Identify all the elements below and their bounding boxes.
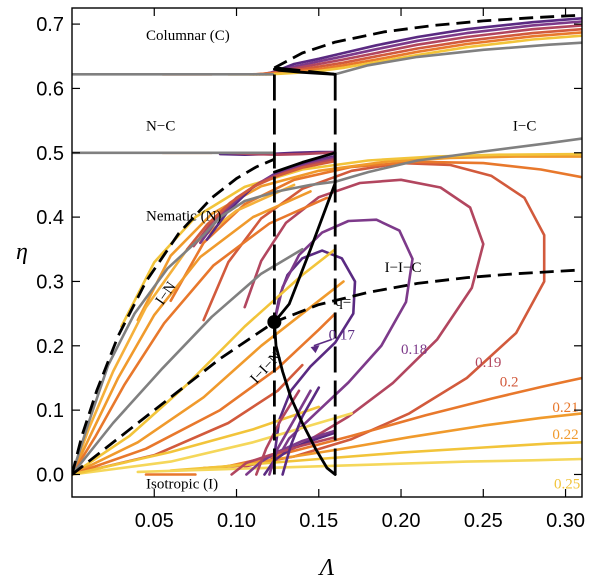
tick-layer: 0.05 0.10 0.15 0.20 0.25 0.30 0.0 0.1 0.2 0.3 0.4 0… [36, 8, 585, 532]
series-layer [72, 13, 582, 476]
q-header: q= [335, 294, 351, 310]
y-tick-label-1: 0.1 [36, 400, 64, 422]
series-line-26 [185, 159, 337, 251]
region-label-4: I−I−C [385, 260, 422, 276]
series-line-45 [333, 137, 582, 183]
series-line-52 [273, 151, 337, 174]
series-line-3 [202, 161, 546, 470]
q-label-2: 0.19 [475, 355, 501, 371]
series-line-11 [72, 183, 296, 476]
x-tick-label-0: 0.05 [135, 510, 174, 532]
y-axis-title: η [16, 239, 28, 265]
triple-point-marker [267, 314, 282, 329]
series-line-10 [136, 457, 582, 474]
y-tick-label-4: 0.4 [36, 207, 64, 229]
series-line-43 [333, 41, 582, 76]
plot-frame [71, 7, 583, 498]
y-tick-label-6: 0.6 [36, 78, 64, 100]
series-line-7 [218, 376, 582, 470]
series-line-55 [72, 268, 582, 476]
y-tick-label-7: 0.7 [36, 14, 64, 36]
q-arrow-line [313, 338, 333, 347]
series-line-16 [72, 312, 337, 476]
y-tick-label-5: 0.5 [36, 143, 64, 165]
series-line-58 [274, 66, 336, 76]
series-line-14 [72, 248, 337, 476]
q-label-4: 0.21 [552, 400, 578, 416]
region-label-1: N−C [146, 118, 175, 134]
q-label-3: 0.2 [500, 374, 519, 390]
series-line-32 [248, 34, 582, 76]
series-line-46 [202, 180, 337, 237]
y-tick-label-2: 0.2 [36, 336, 64, 358]
region-label-0: Columnar (C) [146, 28, 230, 44]
q-label-0: 0.17 [329, 327, 356, 343]
series-line-50 [273, 320, 337, 476]
series-line-27 [264, 17, 582, 76]
x-tick-label-2: 0.15 [299, 510, 338, 532]
y-tick-label-0: 0.0 [36, 464, 64, 486]
x-tick-label-1: 0.10 [217, 510, 256, 532]
series-line-53 [72, 157, 275, 475]
series-line-40 [281, 386, 321, 476]
region-label-2: I−C [513, 118, 536, 134]
series-line-9 [169, 441, 582, 472]
series-line-13 [72, 196, 329, 476]
q-arrow-head [310, 345, 320, 354]
series-line-54 [273, 13, 582, 70]
series-line-49 [273, 151, 337, 324]
x-axis-title: Λ [318, 555, 335, 579]
region-label-3: Nematic (N) [146, 208, 221, 224]
x-tick-label-5: 0.30 [546, 510, 585, 532]
region-label-5: Isotropic (I) [146, 477, 218, 493]
series-line-18 [72, 412, 353, 476]
annotation-layer: Columnar (C) N−C I−C Nematic (N) I−I−C Isotro… [146, 28, 580, 492]
series-line-12 [72, 190, 312, 476]
series-line-5 [136, 155, 582, 322]
series-line-47 [72, 233, 205, 476]
q-label-1: 0.18 [401, 342, 427, 358]
q-label-5: 0.22 [552, 427, 578, 443]
series-line-19 [72, 405, 321, 476]
x-tick-label-3: 0.20 [382, 510, 421, 532]
series-line-15 [72, 280, 345, 476]
y-tick-label-3: 0.3 [36, 271, 64, 293]
series-line-48 [72, 248, 304, 476]
series-line-6 [120, 152, 582, 328]
q-label-6: 0.25 [554, 477, 580, 493]
x-tick-label-4: 0.25 [464, 510, 503, 532]
